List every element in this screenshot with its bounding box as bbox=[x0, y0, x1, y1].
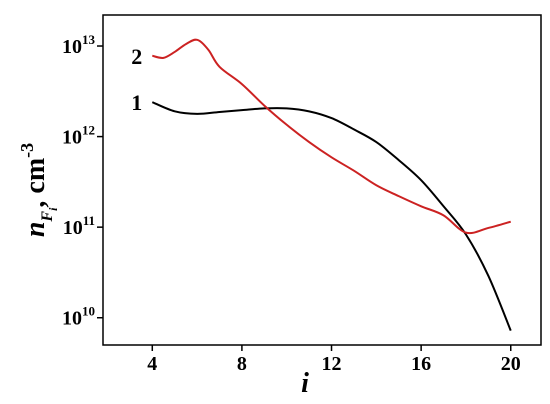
y-tick-label: 1010 bbox=[62, 304, 95, 330]
y-tick-base: 10 bbox=[62, 36, 82, 58]
y-label-unit: , cm bbox=[20, 158, 51, 208]
y-tick-exponent: 11 bbox=[83, 213, 95, 228]
series-label: 2 bbox=[131, 44, 142, 69]
y-tick-label: 1013 bbox=[62, 32, 96, 58]
y-tick-exponent: 10 bbox=[82, 304, 95, 319]
x-tick-label: 4 bbox=[147, 353, 157, 375]
y-tick-base: 10 bbox=[62, 308, 82, 330]
x-tick-label: 16 bbox=[411, 353, 431, 375]
x-tick-label: 20 bbox=[501, 353, 521, 375]
y-label-subsub: i bbox=[46, 207, 60, 211]
y-tick-exponent: 13 bbox=[82, 32, 96, 47]
y-tick-label: 1011 bbox=[63, 213, 95, 239]
x-tick-label: 8 bbox=[237, 353, 247, 375]
y-label-base: n bbox=[20, 222, 51, 238]
x-axis-label: i bbox=[301, 368, 309, 399]
y-tick-base: 10 bbox=[62, 127, 82, 149]
y-axis-label: nFi, cm-3 bbox=[17, 143, 60, 237]
y-tick-label: 1012 bbox=[62, 123, 95, 149]
plot-frame bbox=[102, 14, 542, 346]
line-series bbox=[151, 101, 512, 332]
series-label: 1 bbox=[131, 90, 142, 115]
y-label-sub: F bbox=[39, 211, 56, 223]
y-label-unit-exp: -3 bbox=[17, 143, 37, 158]
line-series bbox=[152, 38, 512, 235]
y-tick-base: 10 bbox=[63, 217, 83, 239]
y-tick-exponent: 12 bbox=[82, 123, 95, 138]
x-tick-label: 12 bbox=[322, 353, 342, 375]
